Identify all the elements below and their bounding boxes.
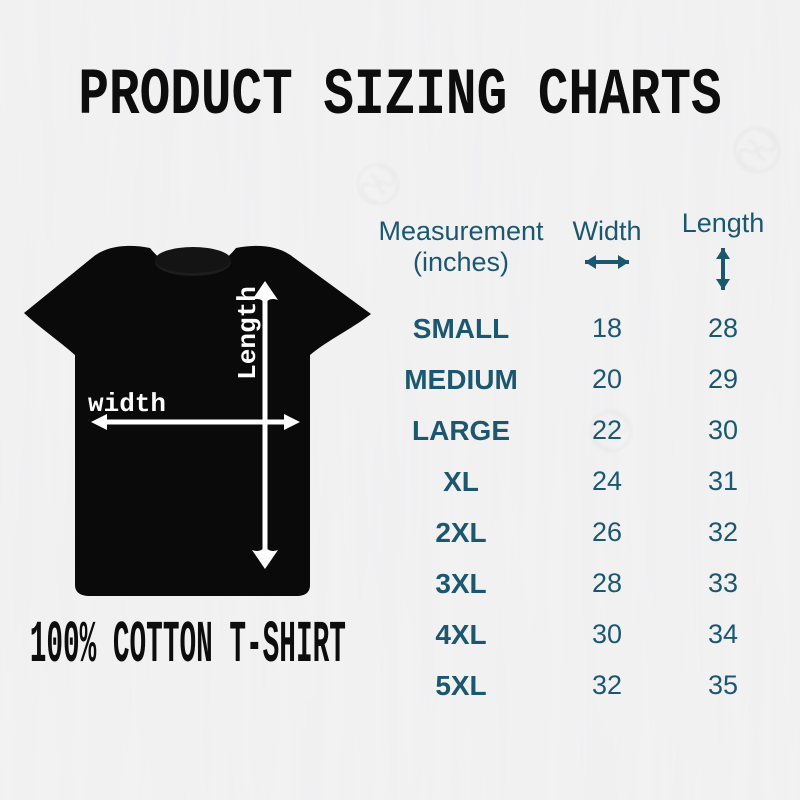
svg-text:5XL: 5XL: [435, 670, 486, 701]
svg-text:32: 32: [592, 670, 622, 700]
svg-text:29: 29: [708, 364, 738, 394]
svg-text:3XL: 3XL: [435, 568, 486, 599]
svg-text:(inches): (inches): [413, 247, 509, 277]
svg-text:35: 35: [708, 670, 738, 700]
svg-text:28: 28: [592, 568, 622, 598]
svg-text:18: 18: [592, 313, 622, 343]
svg-text:2XL: 2XL: [435, 517, 486, 548]
svg-text:Length: Length: [682, 208, 765, 238]
svg-text:22: 22: [592, 415, 622, 445]
svg-text:4XL: 4XL: [435, 619, 486, 650]
svg-text:34: 34: [708, 619, 738, 649]
svg-text:26: 26: [592, 517, 622, 547]
svg-text:MEDIUM: MEDIUM: [404, 364, 518, 395]
svg-text:32: 32: [708, 517, 738, 547]
svg-text:28: 28: [708, 313, 738, 343]
svg-text:30: 30: [592, 619, 622, 649]
svg-text:LARGE: LARGE: [412, 415, 510, 446]
svg-text:SMALL: SMALL: [413, 313, 509, 344]
svg-text:30: 30: [708, 415, 738, 445]
svg-text:20: 20: [592, 364, 622, 394]
svg-text:Measurement: Measurement: [378, 216, 544, 246]
svg-text:33: 33: [708, 568, 738, 598]
svg-text:24: 24: [592, 466, 622, 496]
svg-text:31: 31: [708, 466, 738, 496]
svg-text:Width: Width: [572, 216, 641, 246]
svg-text:XL: XL: [443, 466, 479, 497]
